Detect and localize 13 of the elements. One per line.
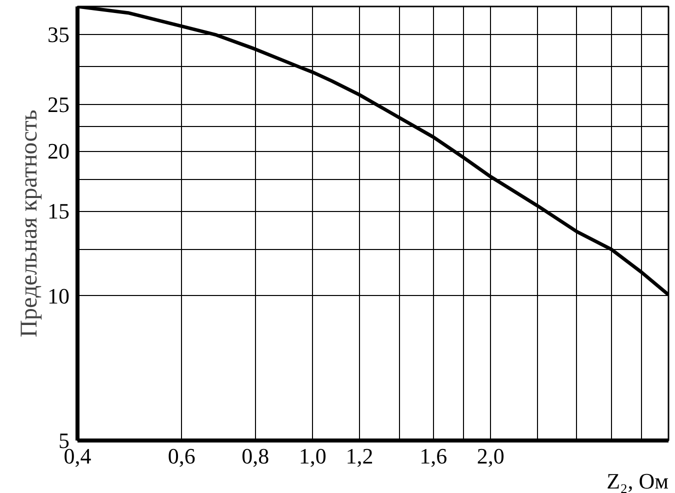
y-axis-title: Предельная кратность [16,110,42,338]
x-tick-label: 0,6 [168,444,196,468]
x-axis-title: Z₂, Ом [606,468,669,493]
y-tick-label: 35 [48,22,70,47]
x-tick-label: 2,0 [476,444,504,468]
x-tick-label: 1,0 [298,444,326,468]
x-tick-label: 1,2 [346,444,374,468]
y-tick-label: 10 [48,283,70,308]
y-tick-label: 25 [48,92,70,118]
x-tick-label: 0,8 [242,444,270,468]
y-tick-label: 20 [48,138,70,164]
x-tick-label: 1,6 [420,444,448,468]
y-tick-label: 15 [48,198,70,224]
